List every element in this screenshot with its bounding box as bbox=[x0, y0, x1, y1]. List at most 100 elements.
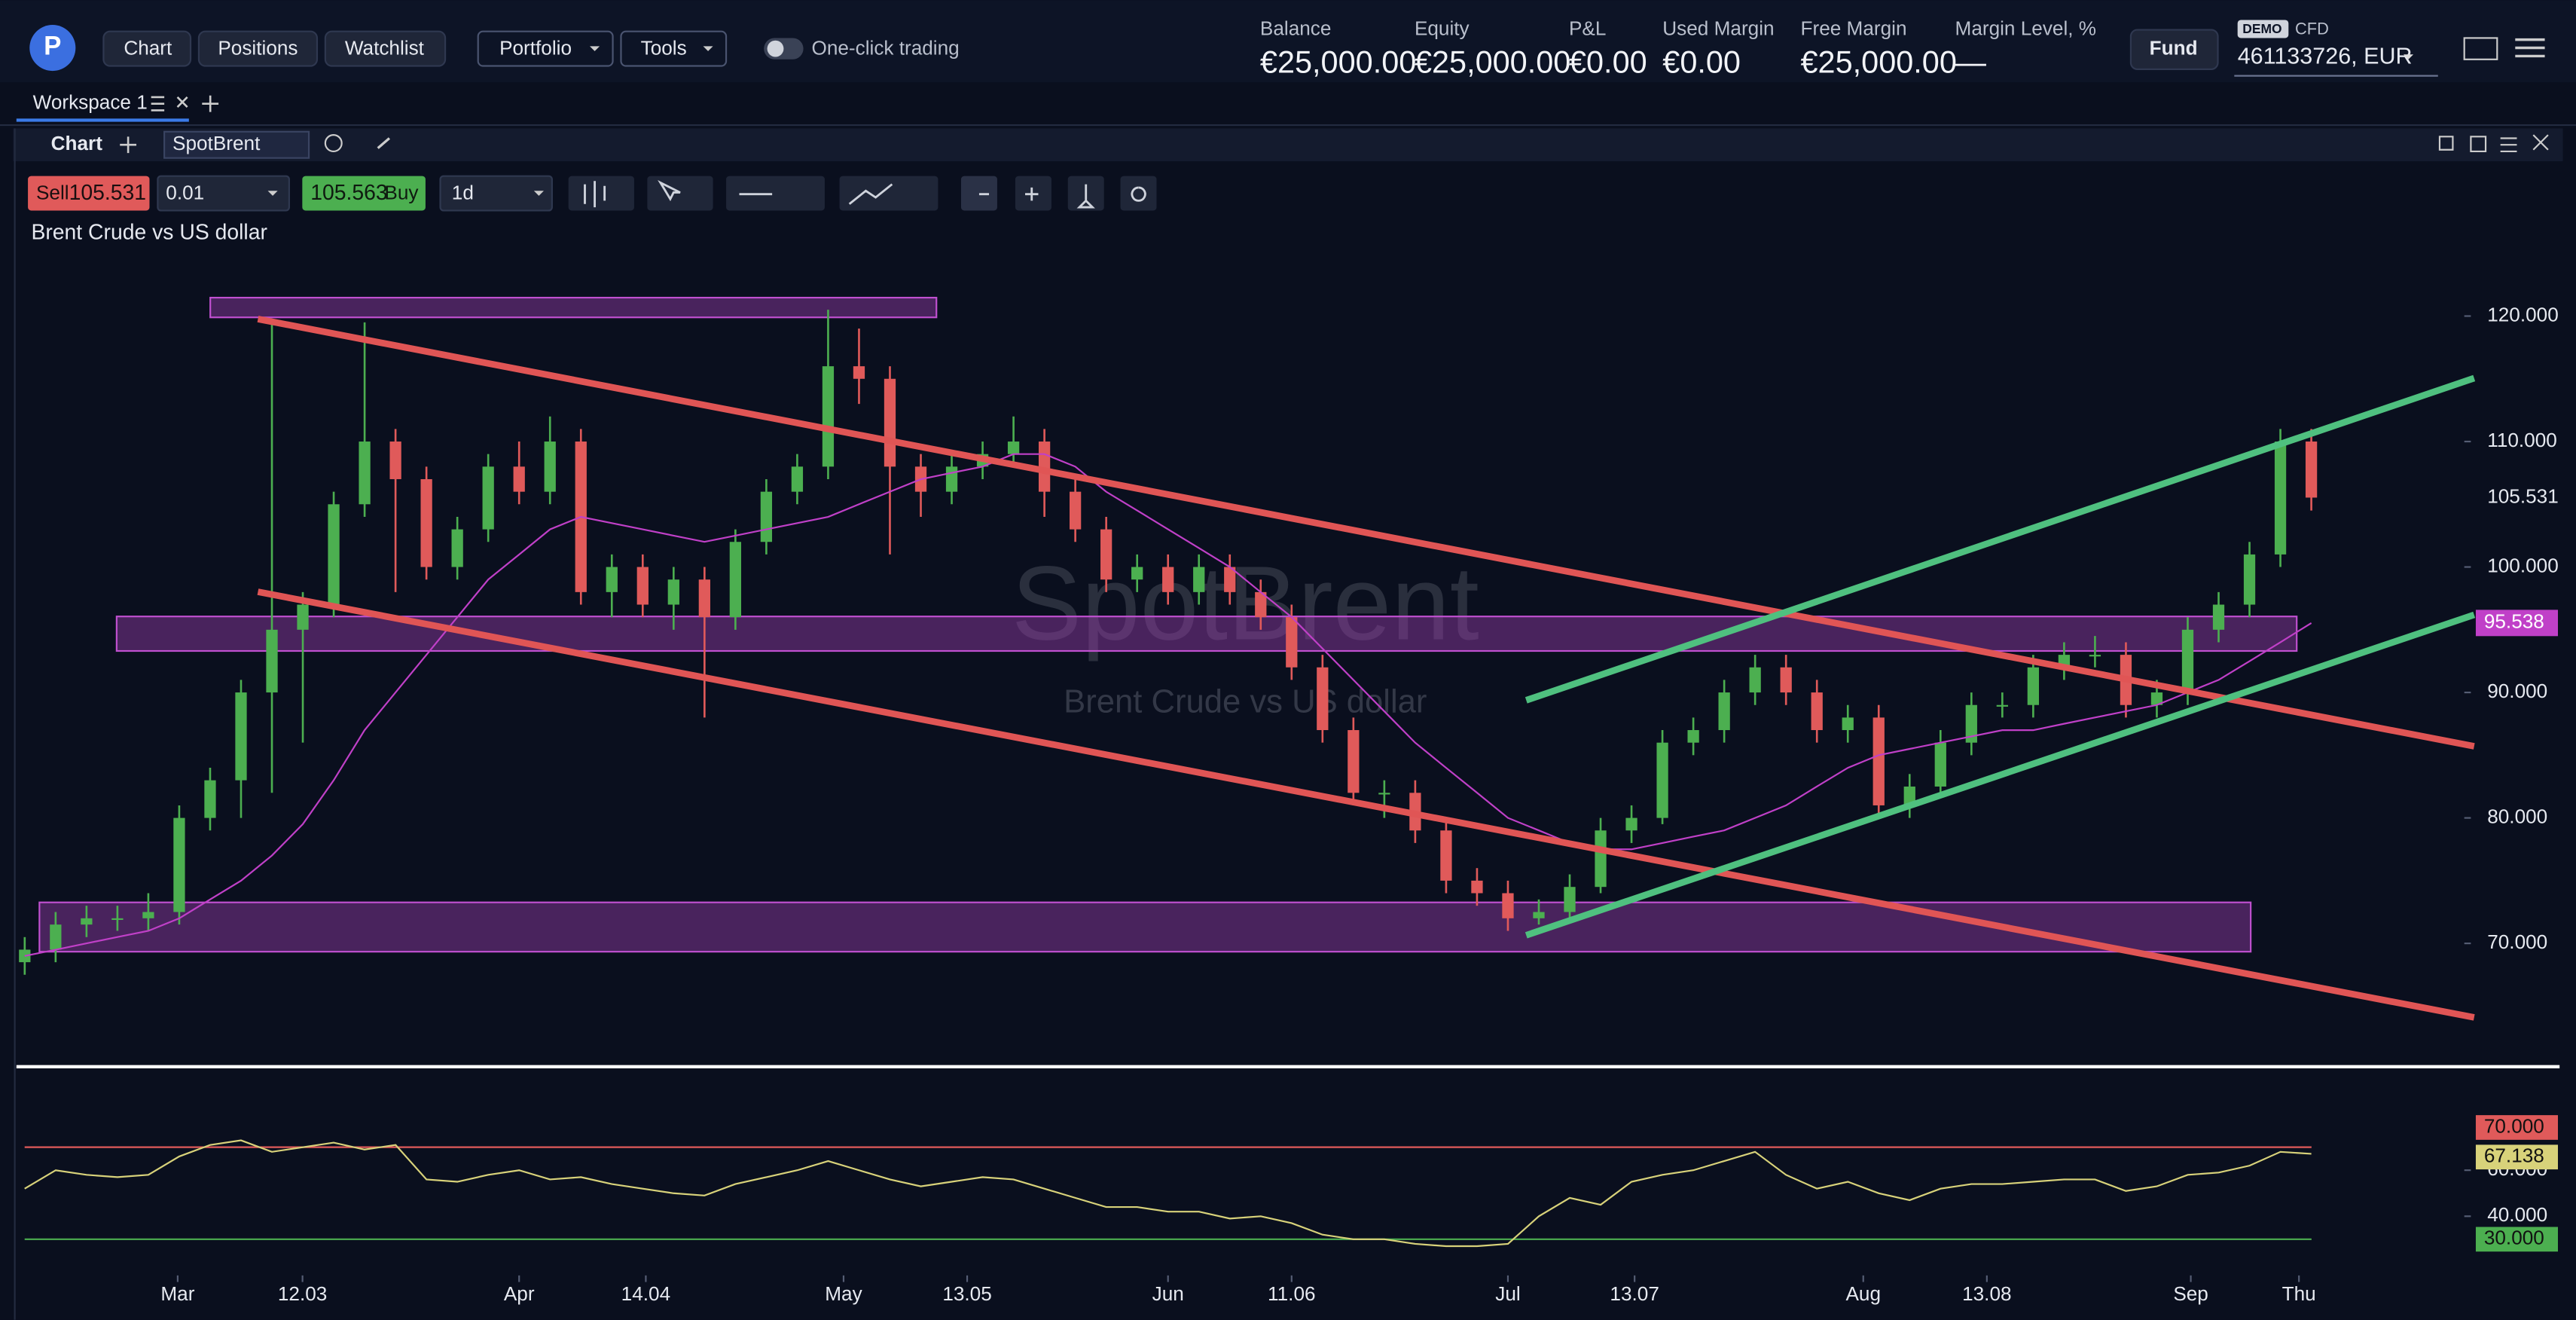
buy-label: Buy bbox=[384, 182, 419, 204]
nav-button[interactable] bbox=[102, 30, 192, 67]
nav-button[interactable] bbox=[324, 30, 447, 67]
candle-body bbox=[822, 366, 835, 467]
window-icons[interactable] bbox=[2438, 134, 2549, 153]
buy-button[interactable] bbox=[302, 176, 426, 211]
candle-body bbox=[1718, 692, 1730, 731]
trend-line[interactable] bbox=[257, 588, 2475, 1021]
x-tick-label: 14.04 bbox=[621, 1282, 670, 1305]
trend-line[interactable] bbox=[1525, 374, 2476, 704]
candle-body bbox=[1069, 491, 1082, 530]
trend-line[interactable] bbox=[1525, 611, 2476, 939]
y-tick-label: 110.000 bbox=[2487, 429, 2557, 451]
value-badge-label: 67.138 bbox=[2484, 1144, 2544, 1167]
value-badge bbox=[2475, 1144, 2559, 1170]
add-icon[interactable] bbox=[120, 136, 137, 154]
logo-mark: P bbox=[44, 32, 61, 61]
x-tick-label: 13.07 bbox=[1610, 1282, 1659, 1305]
dropdown[interactable] bbox=[477, 30, 614, 67]
interval-select[interactable] bbox=[439, 175, 553, 212]
value-badge-label: 70.000 bbox=[2484, 1114, 2544, 1137]
candle-body bbox=[1162, 567, 1174, 592]
candle-body bbox=[2243, 554, 2256, 605]
caret bbox=[703, 46, 713, 51]
candle-body bbox=[791, 466, 804, 492]
fund-button[interactable] bbox=[2129, 29, 2219, 70]
candle-body bbox=[853, 366, 865, 379]
stat-label: Free Margin bbox=[1801, 17, 1907, 39]
stat-value: — bbox=[1955, 44, 1987, 79]
candle-body bbox=[1193, 567, 1205, 592]
x-tick-label: 13.05 bbox=[942, 1282, 991, 1305]
dropdown[interactable] bbox=[620, 30, 728, 67]
panel-title: Chart bbox=[51, 132, 103, 154]
workspace-tab[interactable]: Workspace 1 bbox=[33, 91, 148, 114]
layout-icon[interactable] bbox=[2463, 37, 2498, 60]
value-badge bbox=[2475, 1115, 2559, 1140]
candle-body bbox=[729, 542, 742, 618]
quantity-input[interactable] bbox=[157, 175, 290, 212]
tool-button[interactable] bbox=[726, 176, 825, 211]
stat-label: Equity bbox=[1415, 17, 1470, 39]
x-tick-label: Mar bbox=[160, 1282, 194, 1305]
tool-button[interactable] bbox=[839, 176, 939, 211]
candle-body bbox=[636, 567, 649, 605]
tool-button[interactable] bbox=[1120, 176, 1157, 211]
tab-icons[interactable] bbox=[151, 95, 219, 112]
stat-label: Used Margin bbox=[1662, 17, 1774, 39]
info-icon[interactable] bbox=[324, 134, 343, 153]
candle-body bbox=[1656, 742, 1668, 818]
account-id[interactable]: 461133726, EUR bbox=[2238, 44, 2413, 69]
candle-body bbox=[389, 442, 401, 479]
candle-body bbox=[482, 466, 494, 530]
sell-price: 105.531 bbox=[69, 181, 146, 205]
stat-label: Margin Level, % bbox=[1955, 17, 2097, 39]
interval: 1d bbox=[452, 182, 474, 204]
x-tick-label: Apr bbox=[504, 1282, 535, 1305]
plot bbox=[19, 310, 2318, 1248]
y-tick-label: 90.000 bbox=[2487, 680, 2547, 702]
rsi-line bbox=[24, 1139, 2312, 1248]
sell-button[interactable] bbox=[28, 176, 150, 211]
x-tick-label: Aug bbox=[1845, 1282, 1881, 1305]
trend-line[interactable] bbox=[257, 316, 2475, 750]
candle-body bbox=[1286, 617, 1298, 668]
nav-button[interactable] bbox=[197, 30, 319, 67]
caret bbox=[2403, 54, 2414, 60]
candle-body bbox=[1564, 887, 1576, 912]
candle-body bbox=[1780, 667, 1792, 693]
symbol-input[interactable] bbox=[163, 130, 310, 159]
candle-body bbox=[1440, 830, 1452, 881]
account-kind: CFD bbox=[2295, 19, 2329, 38]
x-tick-label: Jul bbox=[1495, 1282, 1520, 1305]
dropdown-label: Tools bbox=[641, 37, 687, 60]
candle-body bbox=[1100, 529, 1113, 580]
candle-body bbox=[81, 918, 93, 925]
candle-body bbox=[1842, 717, 1854, 731]
y-tick-label: 120.000 bbox=[2487, 303, 2559, 325]
menu-icon[interactable] bbox=[2515, 38, 2545, 58]
y-tick-label: 100.000 bbox=[2487, 554, 2559, 576]
candle-body bbox=[884, 378, 896, 467]
badge bbox=[2237, 20, 2289, 38]
ma-label: 95.538 bbox=[2484, 610, 2544, 633]
y-tick-label: 80.000 bbox=[2487, 805, 2547, 828]
last-price-label: 105.531 bbox=[2487, 484, 2559, 507]
candle-body bbox=[1224, 567, 1236, 592]
tool-button[interactable] bbox=[568, 176, 634, 211]
zone[interactable] bbox=[38, 901, 2252, 953]
axis-labels: 120.000 110.000 100.000 90.000 80.000 70.000 M… bbox=[160, 303, 2558, 1304]
candle-body bbox=[1131, 567, 1143, 580]
candle-body bbox=[1007, 442, 1020, 454]
link-icon[interactable] bbox=[377, 137, 390, 149]
zone[interactable] bbox=[209, 296, 938, 319]
nav-label: Watchlist bbox=[345, 37, 425, 60]
candle-body bbox=[420, 478, 432, 567]
logo[interactable] bbox=[29, 24, 76, 72]
candle-body bbox=[1348, 730, 1360, 793]
moving-average bbox=[24, 453, 2312, 957]
candle-body bbox=[266, 629, 278, 693]
stat-value: €0.00 bbox=[1662, 44, 1741, 79]
caret bbox=[590, 46, 600, 51]
ma-label-bg bbox=[2475, 610, 2559, 637]
candle-body bbox=[1872, 717, 1885, 805]
